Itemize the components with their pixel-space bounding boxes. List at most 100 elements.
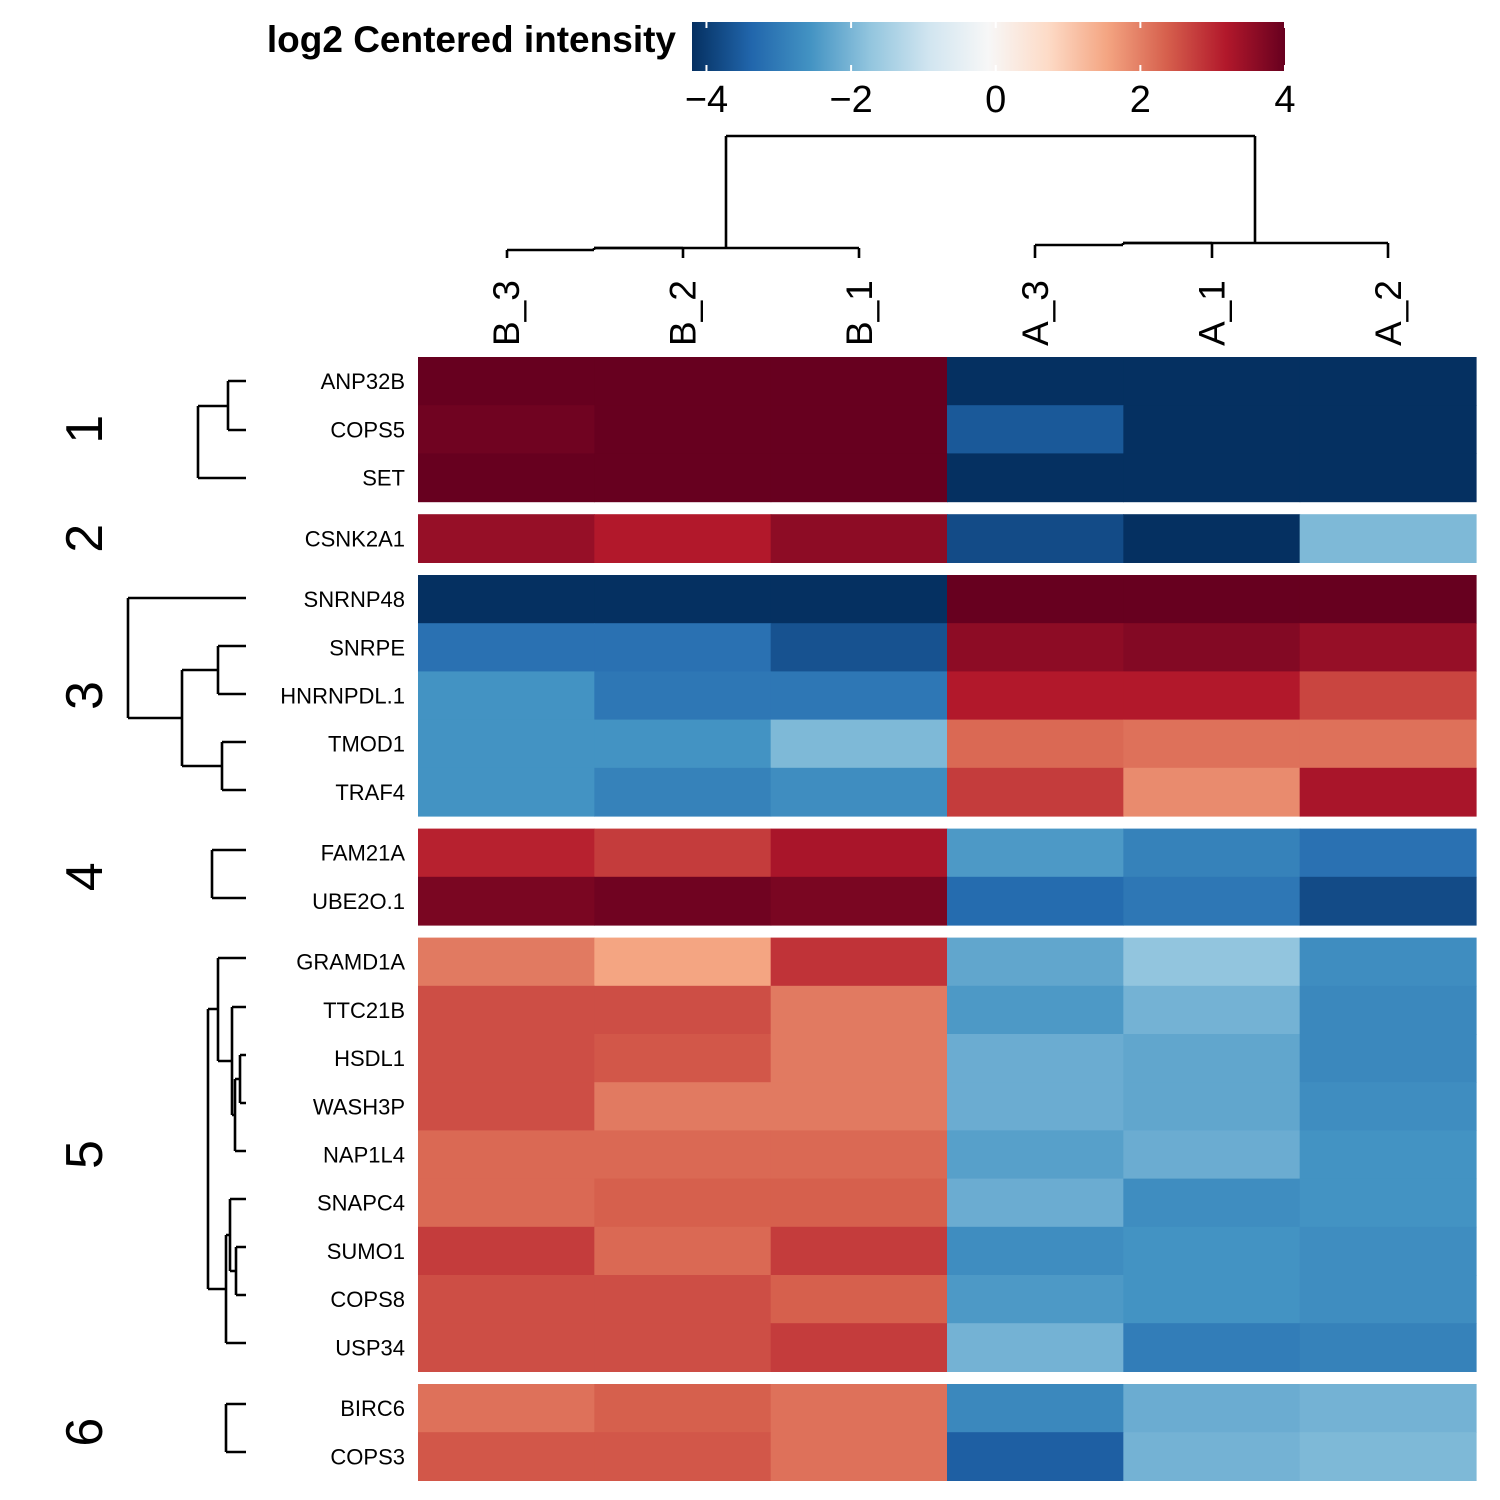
heatmap-cell xyxy=(947,828,1124,878)
cluster-labels: 1 2 3 4 5 6 xyxy=(56,415,114,1447)
row-label: TTC21B xyxy=(323,998,405,1023)
cluster-label: 2 xyxy=(56,524,114,553)
heatmap-cell xyxy=(947,1226,1124,1276)
heatmap-cell xyxy=(1299,985,1477,1035)
row-label: NAP1L4 xyxy=(323,1143,405,1168)
row-dendrogram-branch xyxy=(126,596,246,792)
row-label: USP34 xyxy=(335,1335,405,1360)
heatmap-cell xyxy=(947,1034,1124,1083)
heatmap-cell xyxy=(594,1275,772,1324)
heatmap-cell xyxy=(770,575,948,624)
heatmap-cell xyxy=(1123,1384,1301,1433)
heatmap-cell xyxy=(1299,1178,1477,1228)
heatmap-cell xyxy=(770,1034,948,1083)
heatmap-cell xyxy=(1299,575,1477,624)
row-label: SNAPC4 xyxy=(317,1191,405,1216)
heatmap-cell xyxy=(418,357,595,406)
heatmap-cell xyxy=(594,985,772,1035)
heatmap-cell xyxy=(418,1275,595,1324)
legend-tick-label: 4 xyxy=(1274,79,1295,121)
heatmap-cell xyxy=(770,671,948,721)
heatmap-cell xyxy=(947,876,1124,926)
heatmap-cell xyxy=(594,405,772,454)
heatmap-cell xyxy=(947,1275,1124,1324)
heatmap-cell xyxy=(418,575,595,624)
heatmap-cell xyxy=(1299,405,1477,454)
legend-tick-label: −4 xyxy=(685,79,728,121)
heatmap-cell xyxy=(1299,453,1477,503)
heatmap-cell xyxy=(1123,1323,1301,1372)
heatmap-cell xyxy=(418,876,595,926)
heatmap-cell xyxy=(418,937,595,987)
heatmap-cell xyxy=(1123,575,1301,624)
row-label: TMOD1 xyxy=(328,732,405,757)
row-label: SET xyxy=(362,466,405,491)
heatmap-cell xyxy=(594,1178,772,1228)
heatmap-cell xyxy=(594,828,772,878)
heatmap-cell xyxy=(1299,1082,1477,1131)
heatmap-cell xyxy=(947,453,1124,503)
heatmap-cell xyxy=(1299,1275,1477,1324)
heatmap-cell xyxy=(1299,1130,1477,1180)
heatmap-cell xyxy=(1299,937,1477,987)
heatmap-cell xyxy=(594,1034,772,1083)
column-label: A_3 xyxy=(1015,280,1056,346)
heatmap-cell xyxy=(1123,405,1301,454)
heatmap-cell xyxy=(1123,1226,1301,1276)
heatmap-cell xyxy=(770,1178,948,1228)
legend-ticks: −4 −2 0 2 4 xyxy=(685,22,1296,121)
heatmap-cell xyxy=(770,1082,948,1131)
row-label: TRAF4 xyxy=(335,780,405,805)
heatmap-cell xyxy=(594,1130,772,1180)
column-dendrogram xyxy=(505,134,1390,258)
heatmap-cell xyxy=(1123,719,1301,769)
heatmap-cell xyxy=(418,514,595,563)
heatmap-cell xyxy=(418,1226,595,1276)
heatmap-cell xyxy=(418,1082,595,1131)
row-label: COPS8 xyxy=(330,1287,405,1312)
heatmap-cell xyxy=(1123,623,1301,672)
heatmap-cell xyxy=(770,1384,948,1433)
heatmap-cell xyxy=(418,1323,595,1372)
heatmap-cell xyxy=(594,623,772,672)
heatmap-cell xyxy=(770,1432,948,1481)
row-label: FAM21A xyxy=(321,841,406,866)
heatmap-cell xyxy=(947,1323,1124,1372)
heatmap-cell xyxy=(947,719,1124,769)
row-dendrogram-branch xyxy=(224,1402,246,1454)
legend-tick-label: 2 xyxy=(1130,79,1151,121)
heatmap-cell xyxy=(1299,357,1477,406)
heatmap-cell xyxy=(594,937,772,987)
heatmap-cell xyxy=(418,828,595,878)
heatmap-cell xyxy=(594,1323,772,1372)
heatmap-cell xyxy=(1123,1178,1301,1228)
heatmap-cell xyxy=(1123,671,1301,721)
heatmap-cell xyxy=(947,514,1124,563)
row-label: SUMO1 xyxy=(327,1239,405,1264)
heatmap-cell xyxy=(770,876,948,926)
heatmap-cell xyxy=(770,1275,948,1324)
row-dendrogram-branch xyxy=(206,956,246,1345)
cluster-label: 1 xyxy=(56,415,114,444)
heatmap-cell xyxy=(594,767,772,817)
heatmap-cell xyxy=(1123,1275,1301,1324)
heatmap-cell xyxy=(1299,1226,1477,1276)
heatmap-cell xyxy=(1123,1130,1301,1180)
heatmap-cell xyxy=(1299,671,1477,721)
row-label: HNRNPDL.1 xyxy=(280,684,405,709)
heatmap-cell xyxy=(947,623,1124,672)
heatmap-cell xyxy=(1123,453,1301,503)
column-labels: B_3 B_2 B_1 A_3 A_1 A_2 xyxy=(486,280,1409,346)
heatmap-cell xyxy=(418,985,595,1035)
heatmap-cell xyxy=(947,1178,1124,1228)
heatmap-cell xyxy=(1299,1432,1477,1481)
heatmap-cell xyxy=(770,828,948,878)
heatmap-cell xyxy=(418,623,595,672)
heatmap-cell xyxy=(947,937,1124,987)
row-dendrogram-branch xyxy=(210,848,246,900)
row-label: SNRNP48 xyxy=(304,587,405,612)
heatmap-cell xyxy=(770,1130,948,1180)
heatmap-cell xyxy=(594,1432,772,1481)
heatmap-cell xyxy=(418,1034,595,1083)
heatmap-cell xyxy=(1299,1034,1477,1083)
